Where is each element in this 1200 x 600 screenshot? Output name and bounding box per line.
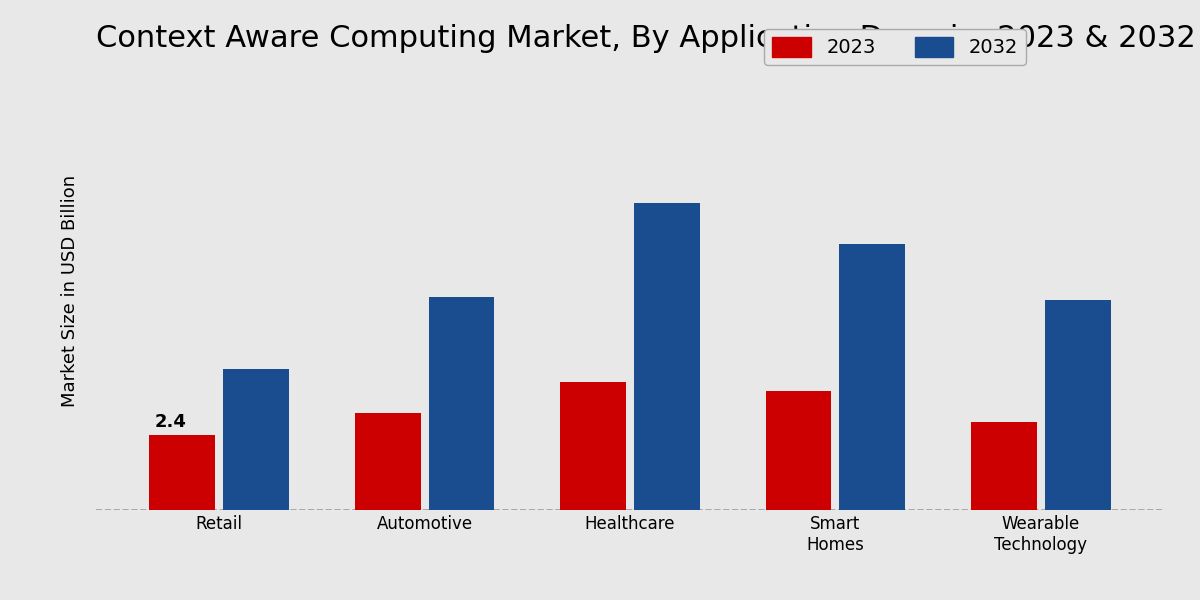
Bar: [1045, 301, 1111, 510]
Bar: [355, 413, 420, 510]
Bar: [560, 382, 626, 510]
Bar: [634, 203, 700, 510]
Text: Context Aware Computing Market, By Application Domain, 2023 & 2032: Context Aware Computing Market, By Appli…: [96, 24, 1195, 53]
Legend: 2023, 2032: 2023, 2032: [764, 29, 1026, 65]
Bar: [971, 422, 1037, 510]
Bar: [428, 297, 494, 510]
Y-axis label: Market Size in USD Billion: Market Size in USD Billion: [61, 175, 79, 407]
Text: 2.4: 2.4: [155, 413, 186, 431]
Bar: [150, 435, 215, 510]
Bar: [840, 244, 905, 510]
Bar: [766, 391, 832, 510]
Bar: [223, 369, 289, 510]
